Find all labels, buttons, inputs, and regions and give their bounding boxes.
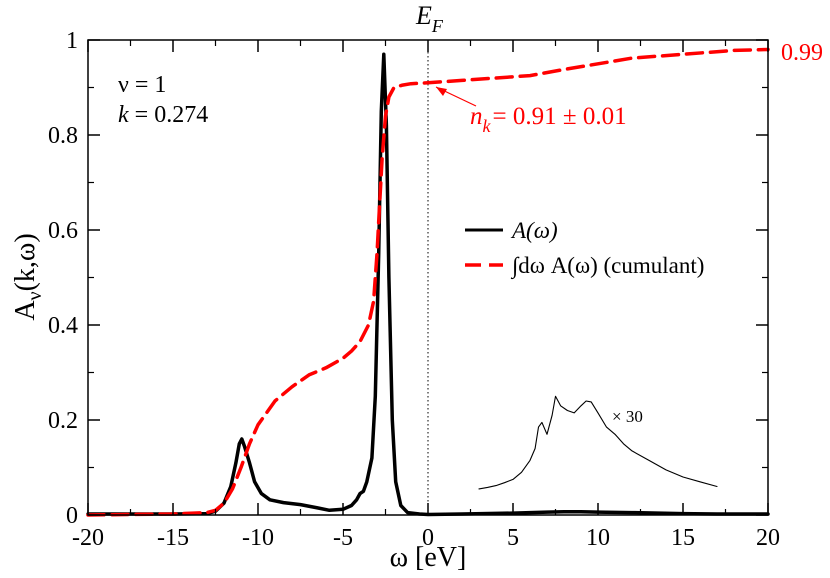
x-tick-label: -20 [72,525,104,551]
nu-label: ν = 1 [118,72,166,98]
y-tick-label: 0.2 [48,408,78,434]
series-inset-x30-line [478,395,718,490]
y-tick-label: 0 [66,503,78,529]
series-cumulant-line [86,47,770,517]
x-tick-label: 15 [671,525,695,551]
nk-arrow-head [436,87,447,96]
fermi-level-label: EF [415,1,444,36]
x-tick-label: 10 [586,525,610,551]
y-tick-label: 0.4 [48,313,78,339]
legend-label-spectral: A(ω) [510,218,558,243]
k-label: k = 0.274 [118,102,208,128]
series-spectral-function-line [86,52,770,517]
x-tick-label: -5 [333,525,353,551]
inset-scale-label: × 30 [612,407,643,426]
y-tick-label: 0.8 [48,123,78,149]
nk-annotation: nk= 0.91 ± 0.01 [470,103,627,136]
x-axis-title: ω [eV] [390,542,467,573]
y-tick-label: 1 [66,28,78,54]
x-tick-label: -10 [242,525,274,551]
x-tick-label: 0 [422,525,434,551]
cumulant-end-value: 0.99 [781,40,823,66]
legend-label-cumulant: ∫dω A(ω) (cumulant) [510,253,704,280]
x-tick-label: 20 [756,525,780,551]
x-tick-label: -15 [157,525,189,551]
y-tick-label: 0.6 [48,218,78,244]
y-axis-title: Aν(k,ω) [10,233,46,320]
x-tick-label: 5 [507,525,519,551]
